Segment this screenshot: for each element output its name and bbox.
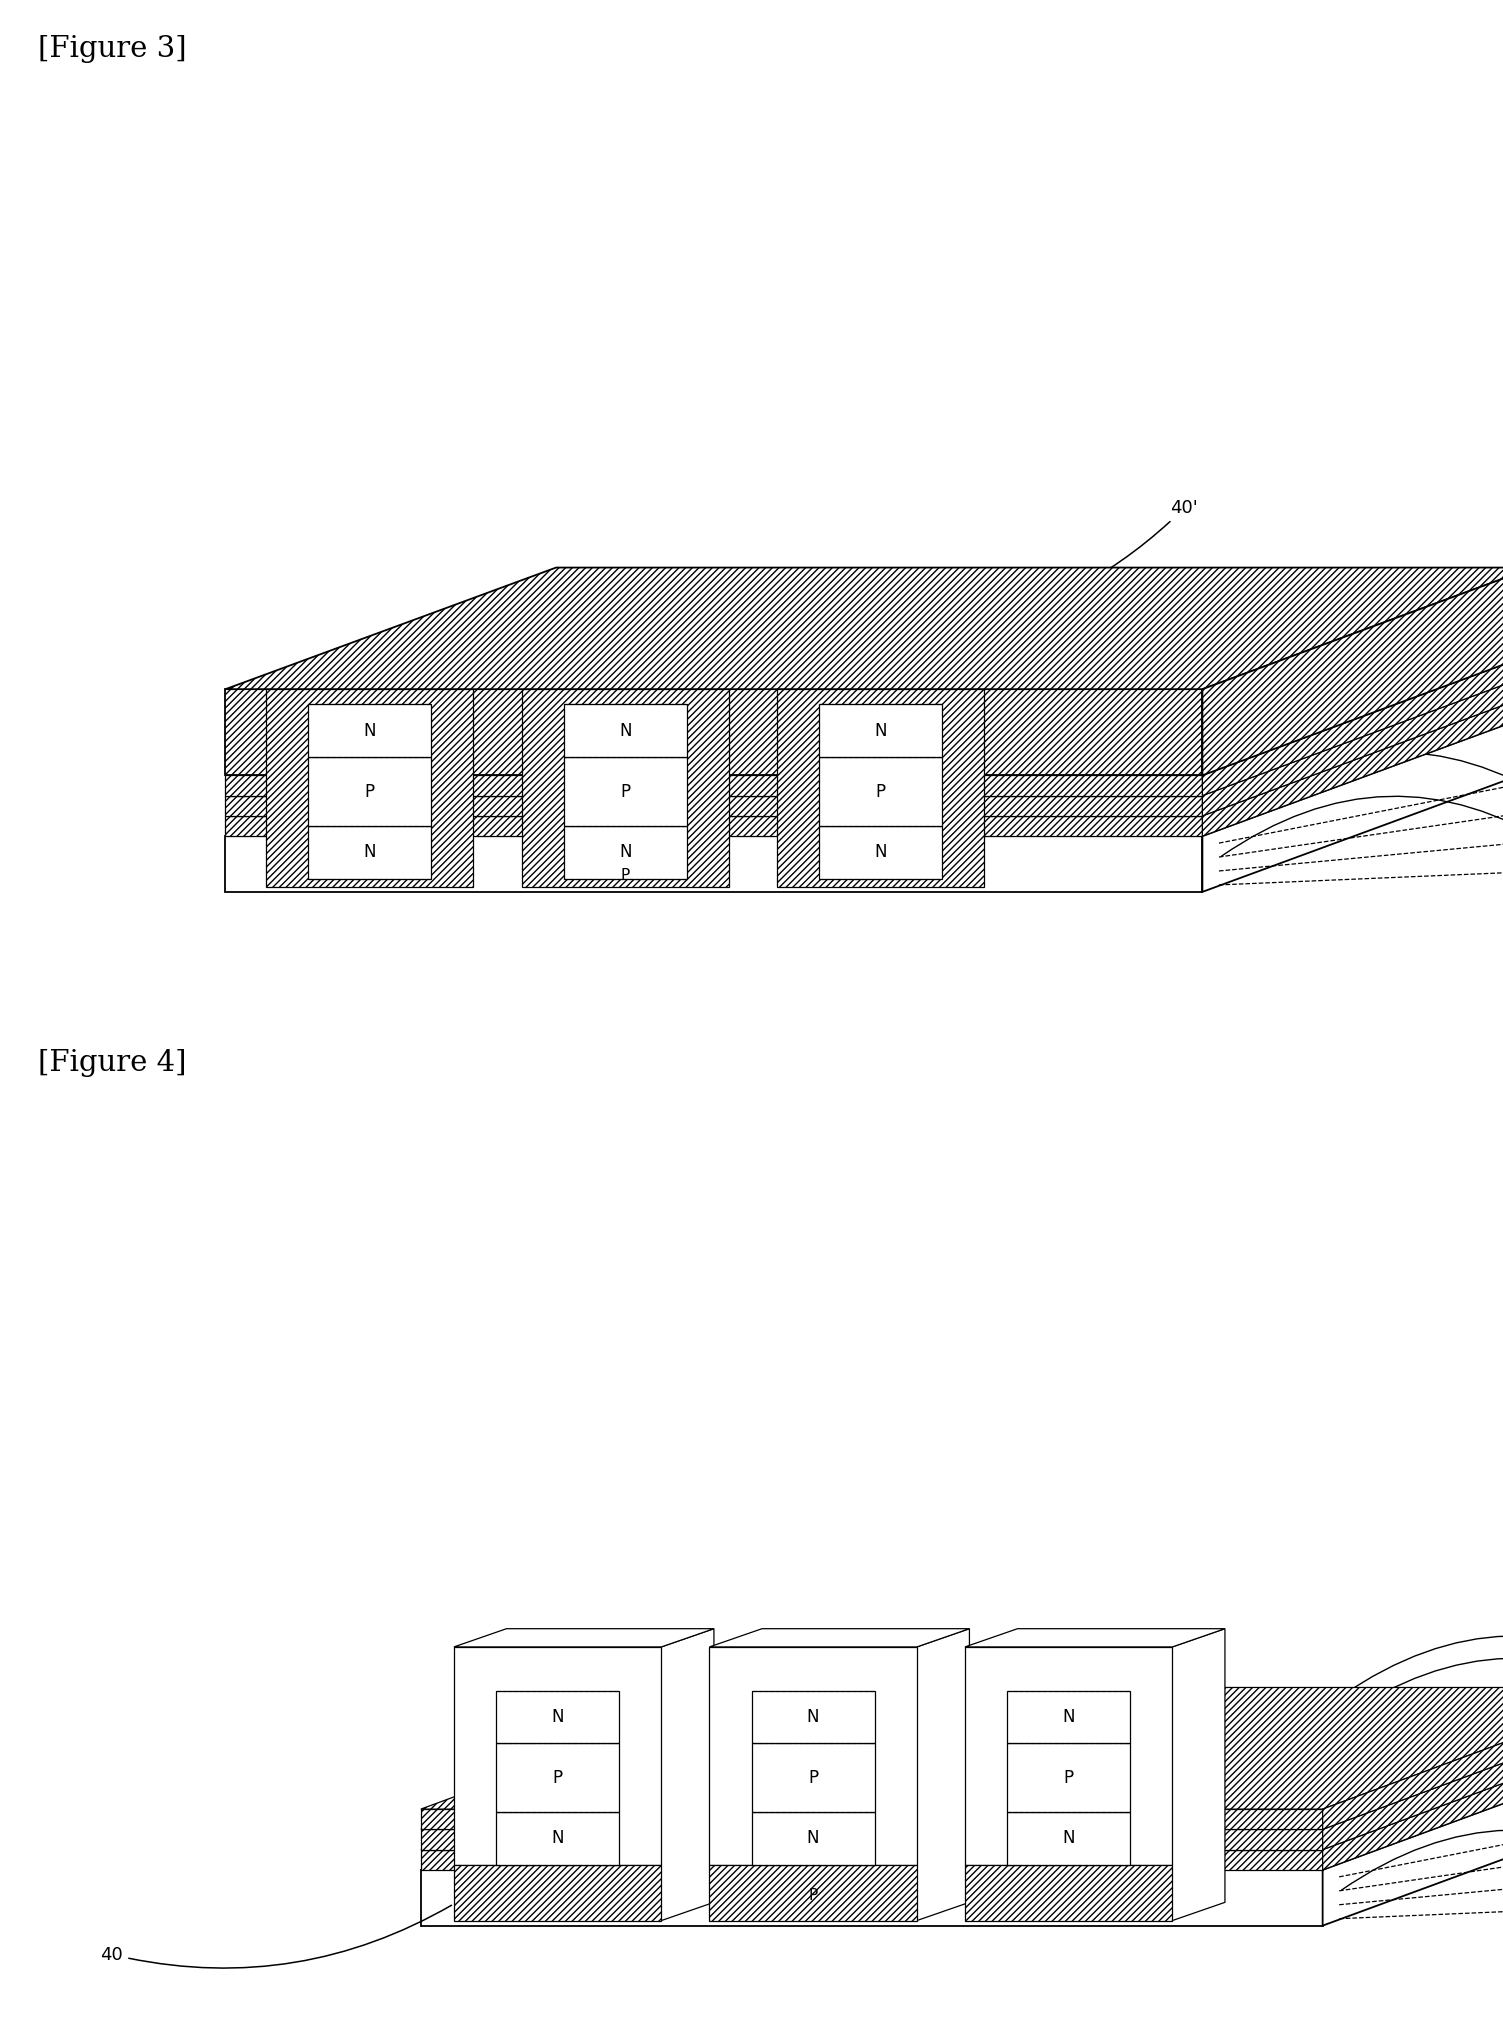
Polygon shape [496,1691,619,1743]
Polygon shape [1202,568,1503,774]
Text: 10: 10 [1222,797,1503,868]
Text: 26: 26 [1342,1658,1503,1729]
Polygon shape [421,1727,1503,1849]
Polygon shape [421,1828,1323,1849]
Polygon shape [225,673,1503,795]
Text: 40': 40' [950,499,1198,634]
Text: P: P [1064,1770,1073,1786]
Polygon shape [225,689,1202,774]
Polygon shape [819,703,942,756]
Polygon shape [1172,1630,1225,1922]
Text: N: N [1063,1709,1075,1725]
Text: P: P [621,868,630,882]
Polygon shape [1323,1727,1503,1869]
Polygon shape [454,1646,661,1865]
Text: 22: 22 [1342,1636,1503,1707]
Text: N: N [552,1830,564,1847]
Polygon shape [496,1743,619,1812]
Text: 22: 22 [1222,606,1503,675]
Text: [Figure 4]: [Figure 4] [38,1048,186,1076]
Polygon shape [1202,693,1503,835]
Text: 26: 26 [1222,622,1503,693]
Text: P: P [621,782,630,801]
Text: N: N [619,843,631,861]
Polygon shape [709,1865,917,1922]
Polygon shape [564,827,687,880]
Polygon shape [661,1630,714,1922]
Polygon shape [1007,1812,1130,1865]
Polygon shape [777,689,984,888]
Text: N: N [807,1709,819,1725]
Text: [Figure 3]: [Figure 3] [38,34,186,63]
Polygon shape [308,756,431,827]
Polygon shape [454,1630,714,1646]
Polygon shape [496,1812,619,1865]
Polygon shape [1323,1686,1503,1828]
Text: 10: 10 [1342,1830,1503,1901]
Text: P: P [553,1770,562,1786]
Polygon shape [752,1743,875,1812]
Text: N: N [619,722,631,740]
Polygon shape [266,689,473,888]
Polygon shape [421,1869,1323,1926]
Polygon shape [1007,1691,1130,1743]
Polygon shape [965,1865,1172,1922]
Polygon shape [1202,714,1503,892]
Polygon shape [225,815,1202,835]
Polygon shape [965,1646,1172,1865]
Polygon shape [965,1630,1225,1646]
Polygon shape [225,568,1503,689]
Text: P: P [876,782,885,801]
Polygon shape [752,1691,875,1743]
Polygon shape [421,1747,1503,1869]
Text: N: N [364,722,376,740]
Polygon shape [421,1808,1323,1828]
Polygon shape [308,703,431,756]
Polygon shape [225,693,1503,815]
Polygon shape [1202,653,1503,795]
Polygon shape [1323,1707,1503,1849]
Text: P: P [809,1887,818,1903]
Text: 24: 24 [1342,1786,1503,1857]
Text: P: P [809,1770,818,1786]
Text: N: N [552,1709,564,1725]
Polygon shape [421,1686,1503,1808]
Polygon shape [225,653,1503,774]
Polygon shape [225,795,1202,815]
Text: N: N [1063,1830,1075,1847]
Polygon shape [819,756,942,827]
Polygon shape [1007,1743,1130,1812]
Polygon shape [819,827,942,880]
Polygon shape [917,1630,969,1922]
Polygon shape [225,774,1202,795]
Text: N: N [364,843,376,861]
Polygon shape [564,756,687,827]
Text: P: P [365,782,374,801]
Polygon shape [454,1865,661,1922]
Text: N: N [875,843,887,861]
Polygon shape [752,1812,875,1865]
Polygon shape [522,689,729,888]
Polygon shape [709,1646,917,1865]
Polygon shape [308,827,431,880]
Polygon shape [1202,673,1503,815]
Text: 24: 24 [1222,752,1503,823]
Text: 30: 30 [1222,665,1503,736]
Polygon shape [564,703,687,756]
Polygon shape [709,1630,969,1646]
Polygon shape [225,835,1202,892]
Text: N: N [875,722,887,740]
Polygon shape [421,1849,1323,1869]
Polygon shape [1323,1747,1503,1926]
Polygon shape [225,714,1503,835]
Polygon shape [421,1707,1503,1828]
Text: N: N [807,1830,819,1847]
Text: 40: 40 [101,1905,451,1968]
